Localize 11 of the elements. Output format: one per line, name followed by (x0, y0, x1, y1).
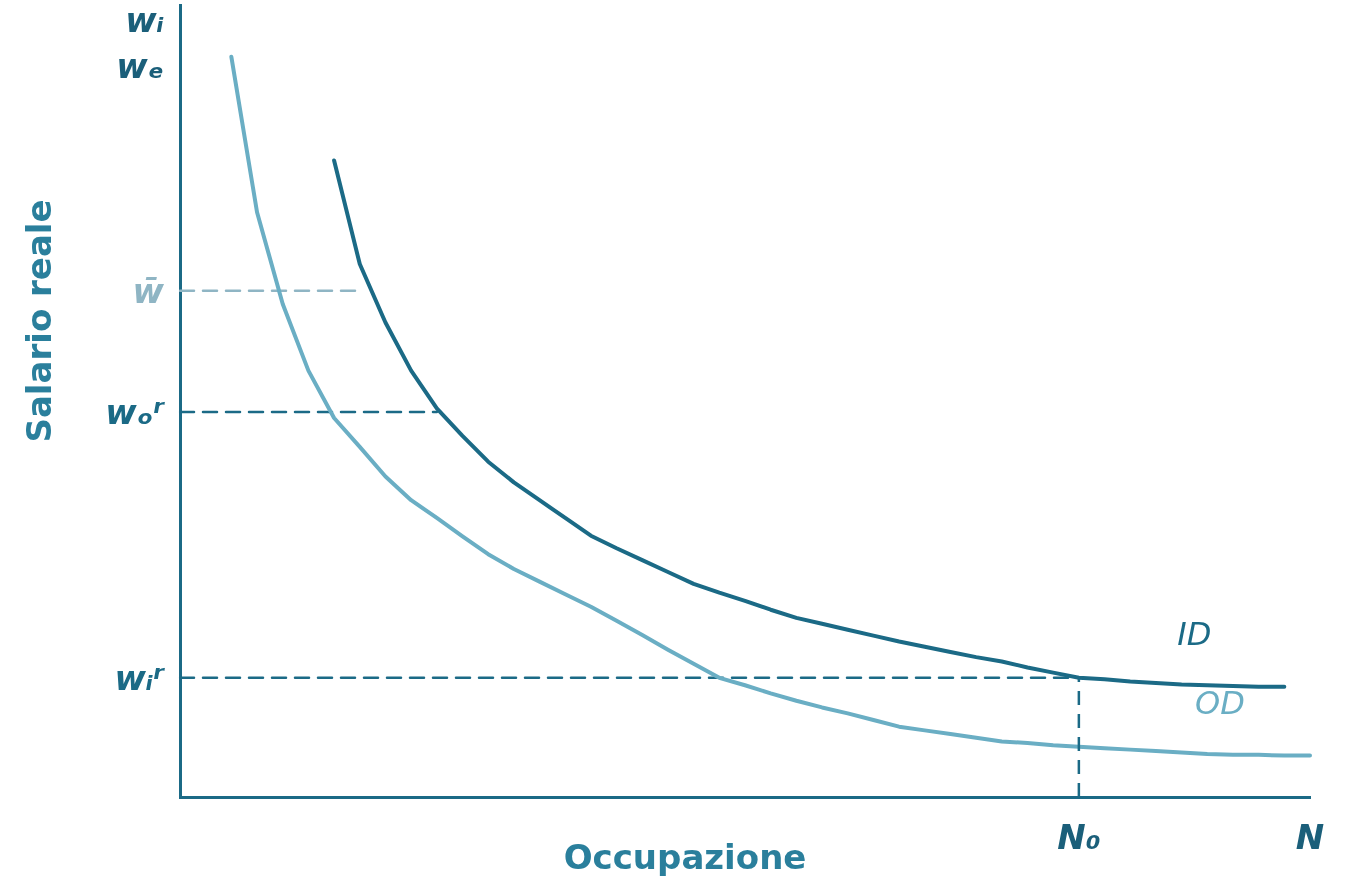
text: wᵢ (125, 0, 165, 40)
series-label: wₒʳ (105, 392, 166, 433)
y-axis-title: Salario reale (18, 199, 59, 443)
series-label: ID (1177, 615, 1212, 654)
text: wₑ (116, 46, 165, 86)
x-tick-label: N₀ (1057, 817, 1101, 857)
series-label: w̄ (132, 270, 165, 311)
x-tick-label: N (1295, 817, 1325, 857)
series-label: OD (1195, 683, 1245, 722)
series-label: wᵢʳ (114, 657, 166, 698)
x-axis-title: Occupazione (563, 836, 807, 877)
